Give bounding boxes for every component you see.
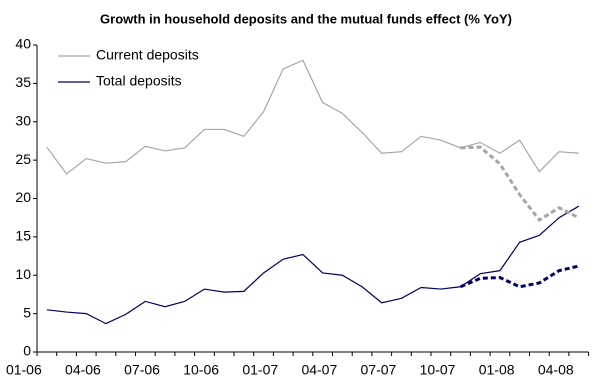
series-line	[46, 205, 580, 325]
x-tick-label: 07-07	[361, 362, 397, 378]
y-tick-label: 35	[15, 74, 31, 90]
y-tick-label: 10	[15, 266, 31, 282]
y-tick-label: 25	[15, 151, 31, 167]
y-tick-label: 30	[15, 112, 31, 128]
legend-label: Current deposits	[96, 47, 199, 63]
x-tick-label: 04-08	[538, 362, 574, 378]
x-tick-label: 04-06	[65, 362, 101, 378]
y-tick-label: 40	[15, 36, 31, 52]
dashed-line	[460, 145, 580, 222]
x-tick-label: 01-08	[479, 362, 515, 378]
legend-label: Total deposits	[96, 73, 182, 89]
y-tick-label: 20	[15, 189, 31, 205]
y-tick-label: 0	[23, 343, 31, 359]
x-tick-label: 10-06	[183, 362, 219, 378]
dashed-line	[459, 264, 580, 289]
x-tick-label: 01-06	[6, 362, 42, 378]
y-tick-label: 15	[15, 228, 31, 244]
y-tick-label: 5	[23, 304, 31, 320]
x-tick-label: 10-07	[420, 362, 456, 378]
series-line	[46, 59, 579, 175]
x-tick-label: 04-07	[301, 362, 337, 378]
x-tick-label: 01-07	[242, 362, 278, 378]
chart-title: Growth in household deposits and the mut…	[100, 11, 512, 26]
x-tick-label: 07-06	[124, 362, 160, 378]
